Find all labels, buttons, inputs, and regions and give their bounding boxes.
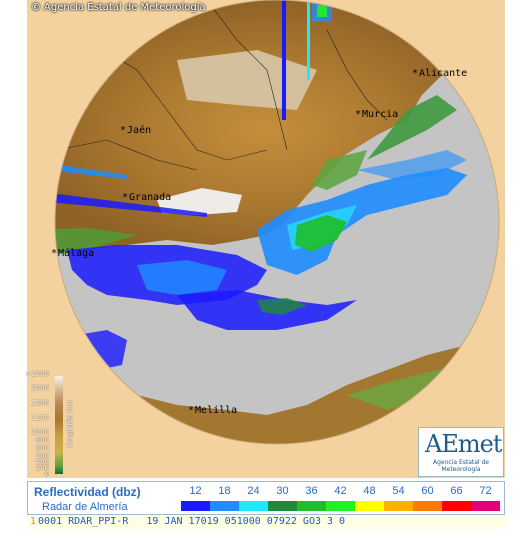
scale-swatch [181, 501, 210, 511]
scale-value: 48 [363, 485, 376, 497]
elevation-tick: 1000 [31, 428, 49, 436]
legend-title: Reflectividad (dbz) [34, 485, 141, 499]
radar-map-frame: © Agencia Estatal de Meteorología *Alican… [27, 0, 505, 478]
scale-value: 12 [189, 485, 202, 497]
southwest-lowland [55, 228, 137, 258]
scale-swatch [239, 501, 268, 511]
elevation-tick: 600 [35, 444, 49, 452]
radar-map[interactable] [27, 0, 505, 478]
city-label-granada: *Granada [122, 192, 172, 203]
reflectivity-scale: 12 18 24 30 36 42 48 54 60 66 72 [181, 485, 501, 513]
status-bar: 1 0001 RDAR_PPI-R 19 JAN 17019 051000 079… [27, 515, 505, 529]
scale-value: 24 [247, 485, 260, 497]
credit-label: © Agencia Estatal de Meteorología [31, 2, 206, 13]
range-ring [54, 0, 500, 445]
elevation-tick: 400 [35, 458, 49, 466]
scale-value: 72 [479, 485, 492, 497]
elevation-tick: 200 [35, 464, 49, 472]
status-index: 1 [30, 516, 37, 527]
elevation-color-bar [55, 376, 63, 474]
southeast-lowland [312, 150, 367, 190]
scale-swatch [268, 501, 297, 511]
scale-swatch [210, 501, 239, 511]
province-borders [56, 0, 388, 171]
city-label-murcia: *Murcia [355, 109, 399, 120]
status-text: 0001 RDAR_PPI-R 19 JAN 17019 051000 0792… [38, 516, 346, 527]
elevation-tick: >2500 [25, 370, 49, 378]
elevation-tick: 1250 [31, 414, 49, 422]
scale-swatch [355, 501, 384, 511]
elevation-tick: 1500 [31, 399, 49, 407]
scale-swatch [442, 501, 471, 511]
scale-value: 60 [421, 485, 434, 497]
sierra-nevada [157, 188, 242, 215]
reflectivity-legend: Reflectividad (dbz) Radar de Almería 12 1… [27, 481, 505, 515]
city-label-melilla: *Melilla [188, 405, 238, 416]
beam-artifacts [55, 0, 332, 217]
scale-value: 30 [276, 485, 289, 497]
scale-value: 36 [305, 485, 318, 497]
copyright-symbol: © [31, 2, 41, 13]
scale-swatch [384, 501, 413, 511]
scale-swatch [471, 501, 500, 511]
elevation-tick: 2000 [31, 384, 49, 392]
aemet-logo-subtitle: Agencia Estatal de Meteorología [432, 459, 489, 473]
elevation-tick: 800 [35, 436, 49, 444]
coastal-lowland [367, 95, 457, 160]
aemet-logo: AEmet Agencia Estatal de Meteorología [418, 427, 504, 477]
reflectivity-echoes [67, 150, 467, 370]
scale-value: 66 [450, 485, 463, 497]
city-label-malaga: *Málaga [51, 248, 95, 259]
scale-swatch [326, 501, 355, 511]
scale-swatch [413, 501, 442, 511]
radar-name: Radar de Almería [42, 501, 128, 513]
elevation-legend: >2500 2000 1500 1250 1000 800 600 500 40… [25, 370, 75, 478]
credit-text: Agencia Estatal de Meteorología [44, 2, 206, 13]
elevation-tick: 0 [44, 470, 49, 478]
elevation-legend-title: Orografía (m) [66, 400, 74, 448]
scale-value: 18 [218, 485, 231, 497]
city-label-alicante: *Alicante [412, 68, 468, 79]
elevation-tick: 500 [35, 452, 49, 460]
city-label-jaen: *Jaén [120, 125, 152, 136]
aemet-logo-mark: AEmet [425, 430, 502, 458]
scale-swatch [297, 501, 326, 511]
iberia-land [55, 0, 499, 260]
scale-value: 54 [392, 485, 405, 497]
scale-value: 42 [334, 485, 347, 497]
